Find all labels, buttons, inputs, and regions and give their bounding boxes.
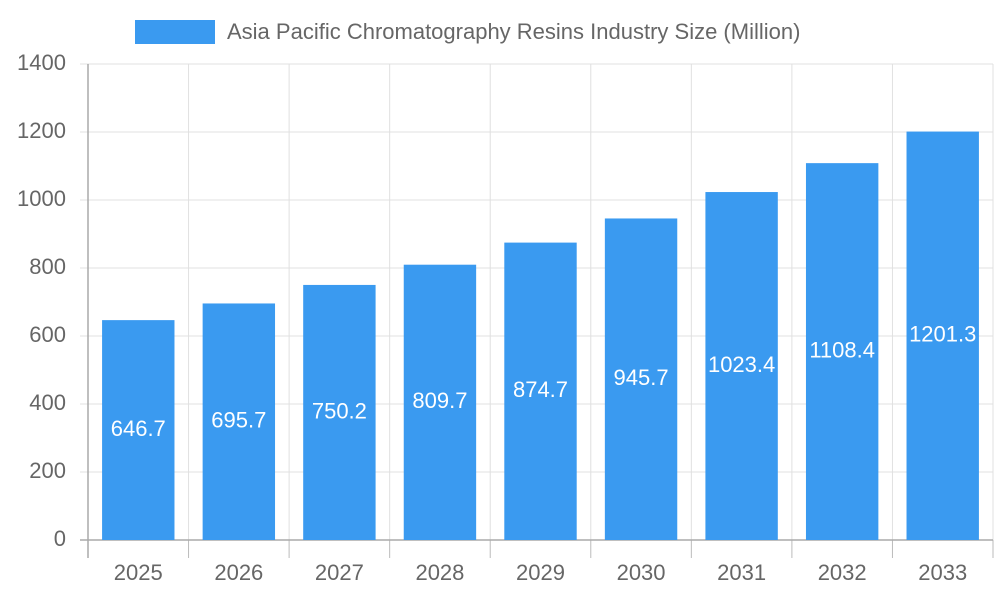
bar — [705, 192, 778, 540]
y-tick-label: 1200 — [17, 118, 66, 143]
y-tick-label: 400 — [29, 390, 66, 415]
bar — [906, 131, 979, 541]
y-tick-label: 1000 — [17, 186, 66, 211]
value-label: 750.2 — [312, 398, 367, 423]
value-label: 874.7 — [513, 377, 568, 402]
bar — [504, 242, 577, 541]
bar — [805, 163, 879, 541]
x-tick-label: 2030 — [617, 560, 666, 585]
x-tick-label: 2029 — [516, 560, 565, 585]
x-tick-label: 2032 — [818, 560, 867, 585]
x-tick-label: 2033 — [918, 560, 967, 585]
bar — [102, 320, 175, 540]
bar — [403, 264, 477, 540]
y-tick-label: 600 — [29, 322, 66, 347]
value-label: 1201.3 — [909, 322, 976, 347]
x-tick-label: 2025 — [114, 560, 163, 585]
bar — [604, 218, 678, 540]
value-label: 695.7 — [211, 408, 266, 433]
value-label: 945.7 — [614, 365, 669, 390]
value-label: 646.7 — [111, 416, 166, 441]
x-tick-label: 2026 — [214, 560, 263, 585]
x-tick-label: 2031 — [717, 560, 766, 585]
value-label: 1023.4 — [708, 352, 775, 377]
y-tick-label: 800 — [29, 254, 66, 279]
x-tick-label: 2028 — [415, 560, 464, 585]
value-label: 809.7 — [412, 388, 467, 413]
bar — [202, 303, 276, 540]
y-tick-label: 0 — [54, 526, 66, 551]
bar — [303, 284, 376, 540]
legend-swatch — [135, 20, 215, 44]
value-label: 1108.4 — [809, 337, 875, 362]
x-tick-label: 2027 — [315, 560, 364, 585]
y-tick-label: 200 — [29, 458, 66, 483]
legend-label: Asia Pacific Chromatography Resins Indus… — [227, 19, 800, 44]
y-tick-label: 1400 — [17, 50, 66, 75]
